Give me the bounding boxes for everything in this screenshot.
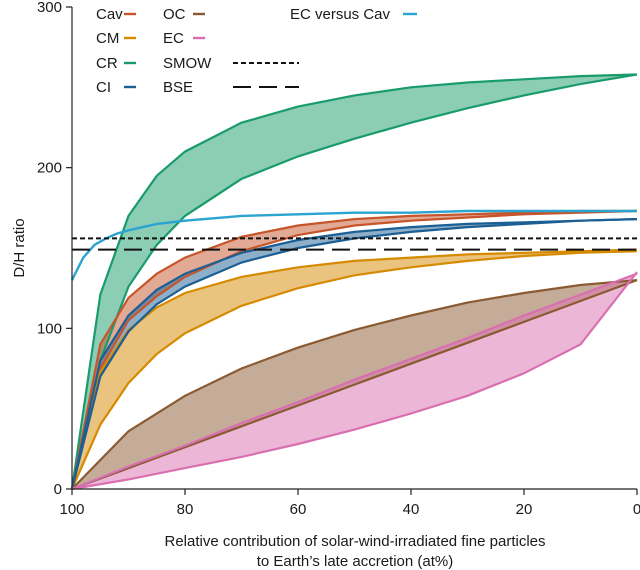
band-upper-oc [71, 279, 638, 490]
x-tick-label-60: 60 [290, 501, 307, 518]
data-bands [70, 73, 638, 491]
data-lines [70, 209, 637, 281]
band-upper-cm [70, 248, 638, 490]
band-upper-cr [70, 73, 638, 490]
legend-label-bse: BSE [163, 79, 193, 96]
y-tick-label-0: 0 [54, 481, 62, 498]
x-tick-label-0: 0 [633, 501, 640, 518]
band-upper-ec [71, 272, 638, 491]
y-tick-label-100: 100 [37, 320, 62, 337]
band-lower-cr [70, 73, 638, 490]
x-tick-label-20: 20 [516, 501, 533, 518]
legend-label-cav: Cav [96, 6, 123, 23]
band-lower-cav [70, 209, 638, 490]
axes [71, 7, 637, 490]
band-cr [72, 74, 637, 489]
legend-label-smow: SMOW [163, 55, 212, 72]
band-upper-ci [70, 218, 638, 490]
x-tick-label-80: 80 [177, 501, 194, 518]
y-axis-label: D/H ratio [11, 218, 28, 277]
x-tick-label-100: 100 [59, 501, 84, 518]
legend-label-oc: OC [163, 6, 186, 23]
x-axis-label-line-1: Relative contribution of solar-wind-irra… [164, 533, 545, 550]
band-lower-ec [71, 271, 638, 491]
y-tick-label-200: 200 [37, 160, 62, 177]
legend-label-cm: CM [96, 30, 119, 47]
band-lower-oc [71, 279, 638, 491]
band-upper-cav [70, 209, 637, 490]
legend-label-ec: EC [163, 30, 184, 47]
x-tick-label-40: 40 [403, 501, 420, 518]
legend-label-cr: CR [96, 55, 118, 72]
legend-label-ci: CI [96, 79, 111, 96]
band-lower-cm [70, 250, 638, 490]
y-tick-label-300: 300 [37, 0, 62, 16]
legend-label-ec-versus-cav: EC versus Cav [290, 6, 391, 23]
band-cm [72, 249, 637, 489]
legend: Cav CM CR CI OC EC SMOW BSE EC versus Cav [96, 6, 417, 96]
line-ec-versus-cav [70, 209, 637, 281]
band-lower-ci [70, 218, 638, 490]
x-axis-label-line-2: to Earth’s late accretion (at%) [257, 553, 453, 570]
